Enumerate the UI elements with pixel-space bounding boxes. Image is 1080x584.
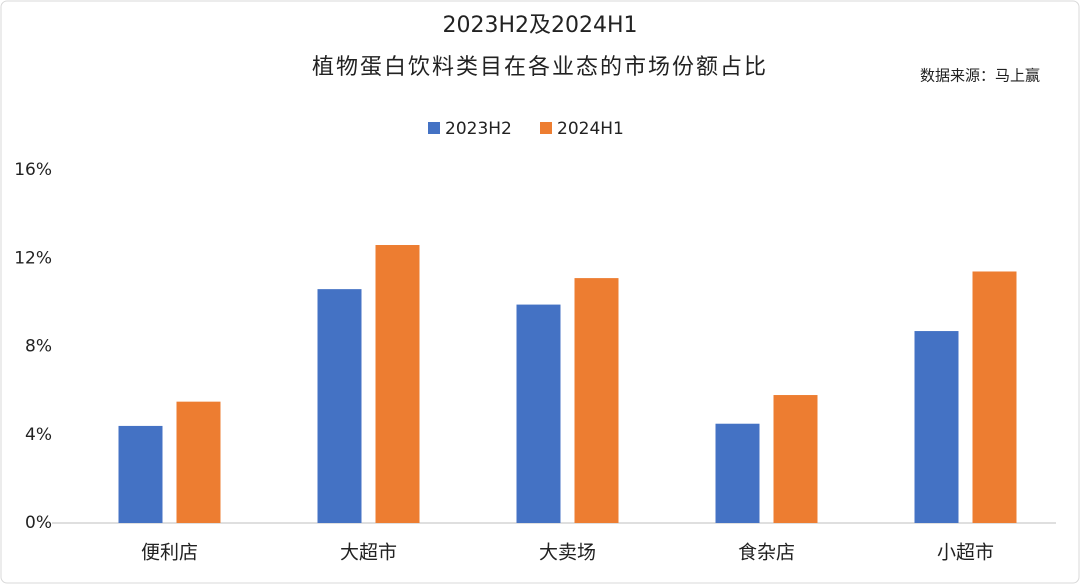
- bar: [176, 401, 221, 523]
- x-tick-label: 食杂店: [738, 542, 795, 564]
- x-tick-label: 大超市: [340, 542, 397, 564]
- chart-title: 2023H2及2024H1: [442, 13, 637, 38]
- bar: [375, 245, 420, 523]
- chart-subtitle: 植物蛋白饮料类目在各业态的市场份额占比: [312, 55, 768, 80]
- y-tick-label: 16%: [14, 160, 52, 180]
- bar: [118, 425, 163, 523]
- legend-label: 2024H1: [557, 119, 624, 139]
- y-tick-label: 8%: [25, 337, 52, 357]
- legend-swatch: [428, 122, 440, 134]
- bar: [574, 278, 619, 523]
- x-tick-label: 小超市: [937, 542, 994, 564]
- y-tick-label: 4%: [25, 425, 52, 445]
- y-tick-label: 12%: [14, 248, 52, 268]
- legend-swatch: [540, 122, 552, 134]
- legend-label: 2023H2: [445, 119, 512, 139]
- x-tick-label: 大卖场: [539, 542, 596, 564]
- bar: [914, 331, 959, 523]
- source-note: 数据来源：马上赢: [920, 67, 1040, 85]
- bar: [715, 423, 760, 523]
- bar: [317, 289, 362, 523]
- bar: [972, 271, 1017, 523]
- x-tick-label: 便利店: [141, 542, 198, 564]
- bar: [773, 395, 818, 523]
- bar: [516, 304, 561, 523]
- y-tick-label: 0%: [25, 513, 52, 533]
